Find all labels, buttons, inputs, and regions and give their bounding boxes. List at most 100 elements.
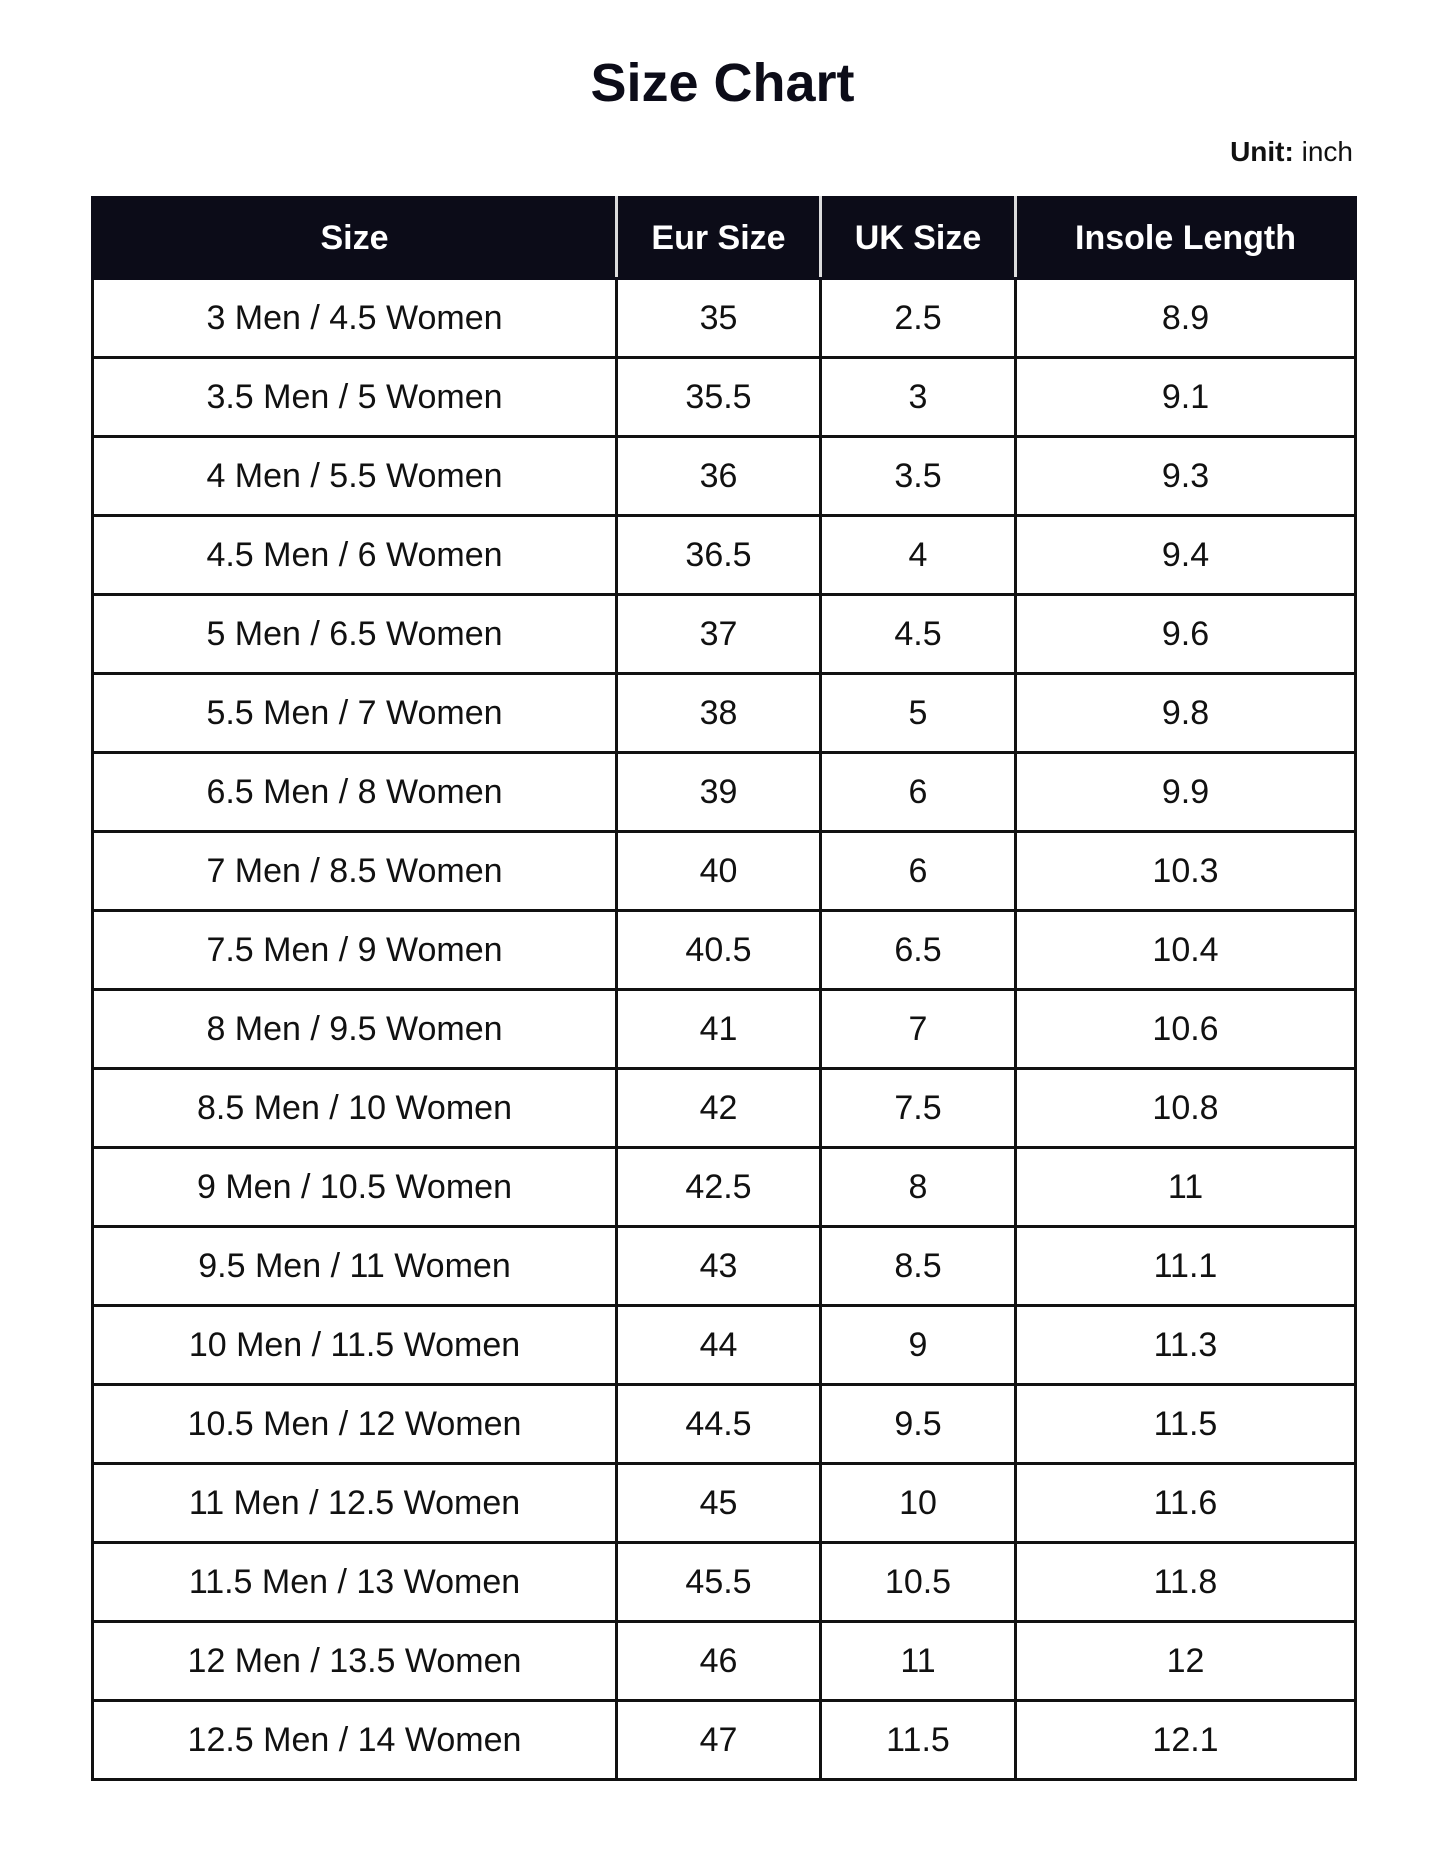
cell-eur-size: 42.5: [615, 1146, 822, 1228]
table-row: 12.5 Men / 14 Women 47 11.5 12.1: [91, 1699, 1357, 1781]
cell-uk-size: 4.5: [819, 593, 1017, 675]
cell-uk-size: 3: [819, 356, 1017, 438]
cell-uk-size: 8.5: [819, 1225, 1017, 1307]
table-row: 10.5 Men / 12 Women 44.5 9.5 11.5: [91, 1383, 1357, 1465]
cell-insole-length: 9.8: [1014, 672, 1357, 754]
cell-uk-size: 7: [819, 988, 1017, 1070]
cell-insole-length: 10.4: [1014, 909, 1357, 991]
cell-eur-size: 46: [615, 1620, 822, 1702]
cell-eur-size: 36.5: [615, 514, 822, 596]
cell-size: 12.5 Men / 14 Women: [91, 1699, 618, 1781]
cell-eur-size: 47: [615, 1699, 822, 1781]
table-row: 8.5 Men / 10 Women 42 7.5 10.8: [91, 1067, 1357, 1149]
cell-eur-size: 38: [615, 672, 822, 754]
table-row: 12 Men / 13.5 Women 46 11 12: [91, 1620, 1357, 1702]
cell-uk-size: 2.5: [819, 277, 1017, 359]
cell-size: 10.5 Men / 12 Women: [91, 1383, 618, 1465]
cell-insole-length: 9.9: [1014, 751, 1357, 833]
table-row: 3 Men / 4.5 Women 35 2.5 8.9: [91, 277, 1357, 359]
cell-insole-length: 10.3: [1014, 830, 1357, 912]
cell-size: 11.5 Men / 13 Women: [91, 1541, 618, 1623]
cell-eur-size: 45.5: [615, 1541, 822, 1623]
cell-size: 4.5 Men / 6 Women: [91, 514, 618, 596]
cell-insole-length: 9.4: [1014, 514, 1357, 596]
cell-uk-size: 9: [819, 1304, 1017, 1386]
cell-size: 8 Men / 9.5 Women: [91, 988, 618, 1070]
cell-size: 11 Men / 12.5 Women: [91, 1462, 618, 1544]
cell-insole-length: 11.3: [1014, 1304, 1357, 1386]
cell-eur-size: 39: [615, 751, 822, 833]
cell-uk-size: 5: [819, 672, 1017, 754]
table-row: 5 Men / 6.5 Women 37 4.5 9.6: [91, 593, 1357, 675]
size-chart-table: Size Eur Size UK Size Insole Length 3 Men /…: [91, 196, 1357, 1781]
cell-insole-length: 11.5: [1014, 1383, 1357, 1465]
table-row: 4 Men / 5.5 Women 36 3.5 9.3: [91, 435, 1357, 517]
table-row: 4.5 Men / 6 Women 36.5 4 9.4: [91, 514, 1357, 596]
table-row: 10 Men / 11.5 Women 44 9 11.3: [91, 1304, 1357, 1386]
cell-eur-size: 45: [615, 1462, 822, 1544]
cell-uk-size: 3.5: [819, 435, 1017, 517]
table-row: 6.5 Men / 8 Women 39 6 9.9: [91, 751, 1357, 833]
cell-insole-length: 11: [1014, 1146, 1357, 1228]
cell-uk-size: 11: [819, 1620, 1017, 1702]
header-size: Size: [91, 196, 618, 280]
cell-eur-size: 41: [615, 988, 822, 1070]
header-uk-size: UK Size: [819, 196, 1017, 280]
cell-uk-size: 8: [819, 1146, 1017, 1228]
table-row: 3.5 Men / 5 Women 35.5 3 9.1: [91, 356, 1357, 438]
cell-insole-length: 9.1: [1014, 356, 1357, 438]
table-row: 11.5 Men / 13 Women 45.5 10.5 11.8: [91, 1541, 1357, 1623]
cell-uk-size: 4: [819, 514, 1017, 596]
cell-uk-size: 11.5: [819, 1699, 1017, 1781]
table-row: 7.5 Men / 9 Women 40.5 6.5 10.4: [91, 909, 1357, 991]
cell-insole-length: 11.1: [1014, 1225, 1357, 1307]
cell-size: 5 Men / 6.5 Women: [91, 593, 618, 675]
cell-size: 10 Men / 11.5 Women: [91, 1304, 618, 1386]
table-row: 9.5 Men / 11 Women 43 8.5 11.1: [91, 1225, 1357, 1307]
table-row: 8 Men / 9.5 Women 41 7 10.6: [91, 988, 1357, 1070]
cell-size: 4 Men / 5.5 Women: [91, 435, 618, 517]
cell-eur-size: 40.5: [615, 909, 822, 991]
table-row: 5.5 Men / 7 Women 38 5 9.8: [91, 672, 1357, 754]
cell-insole-length: 8.9: [1014, 277, 1357, 359]
cell-size: 5.5 Men / 7 Women: [91, 672, 618, 754]
cell-size: 6.5 Men / 8 Women: [91, 751, 618, 833]
cell-uk-size: 10.5: [819, 1541, 1017, 1623]
cell-size: 12 Men / 13.5 Women: [91, 1620, 618, 1702]
cell-uk-size: 6: [819, 751, 1017, 833]
cell-eur-size: 44.5: [615, 1383, 822, 1465]
table-row: 9 Men / 10.5 Women 42.5 8 11: [91, 1146, 1357, 1228]
cell-uk-size: 9.5: [819, 1383, 1017, 1465]
header-row: Size Eur Size UK Size Insole Length: [91, 196, 1357, 280]
cell-insole-length: 9.3: [1014, 435, 1357, 517]
cell-size: 3 Men / 4.5 Women: [91, 277, 618, 359]
cell-eur-size: 43: [615, 1225, 822, 1307]
cell-size: 7 Men / 8.5 Women: [91, 830, 618, 912]
cell-size: 8.5 Men / 10 Women: [91, 1067, 618, 1149]
cell-uk-size: 10: [819, 1462, 1017, 1544]
cell-insole-length: 9.6: [1014, 593, 1357, 675]
cell-eur-size: 44: [615, 1304, 822, 1386]
cell-size: 3.5 Men / 5 Women: [91, 356, 618, 438]
cell-uk-size: 6.5: [819, 909, 1017, 991]
cell-insole-length: 10.6: [1014, 988, 1357, 1070]
cell-insole-length: 12.1: [1014, 1699, 1357, 1781]
unit-value: inch: [1301, 136, 1353, 167]
cell-size: 7.5 Men / 9 Women: [91, 909, 618, 991]
cell-uk-size: 7.5: [819, 1067, 1017, 1149]
table-row: 11 Men / 12.5 Women 45 10 11.6: [91, 1462, 1357, 1544]
cell-eur-size: 37: [615, 593, 822, 675]
header-insole-length: Insole Length: [1014, 196, 1357, 280]
cell-eur-size: 42: [615, 1067, 822, 1149]
header-eur-size: Eur Size: [615, 196, 822, 280]
table-row: 7 Men / 8.5 Women 40 6 10.3: [91, 830, 1357, 912]
cell-eur-size: 35: [615, 277, 822, 359]
cell-insole-length: 10.8: [1014, 1067, 1357, 1149]
unit-note: Unit: inch: [1230, 136, 1353, 168]
page-title: Size Chart: [590, 53, 855, 113]
cell-eur-size: 36: [615, 435, 822, 517]
unit-label: Unit:: [1230, 136, 1294, 167]
cell-eur-size: 40: [615, 830, 822, 912]
cell-insole-length: 11.8: [1014, 1541, 1357, 1623]
cell-size: 9.5 Men / 11 Women: [91, 1225, 618, 1307]
